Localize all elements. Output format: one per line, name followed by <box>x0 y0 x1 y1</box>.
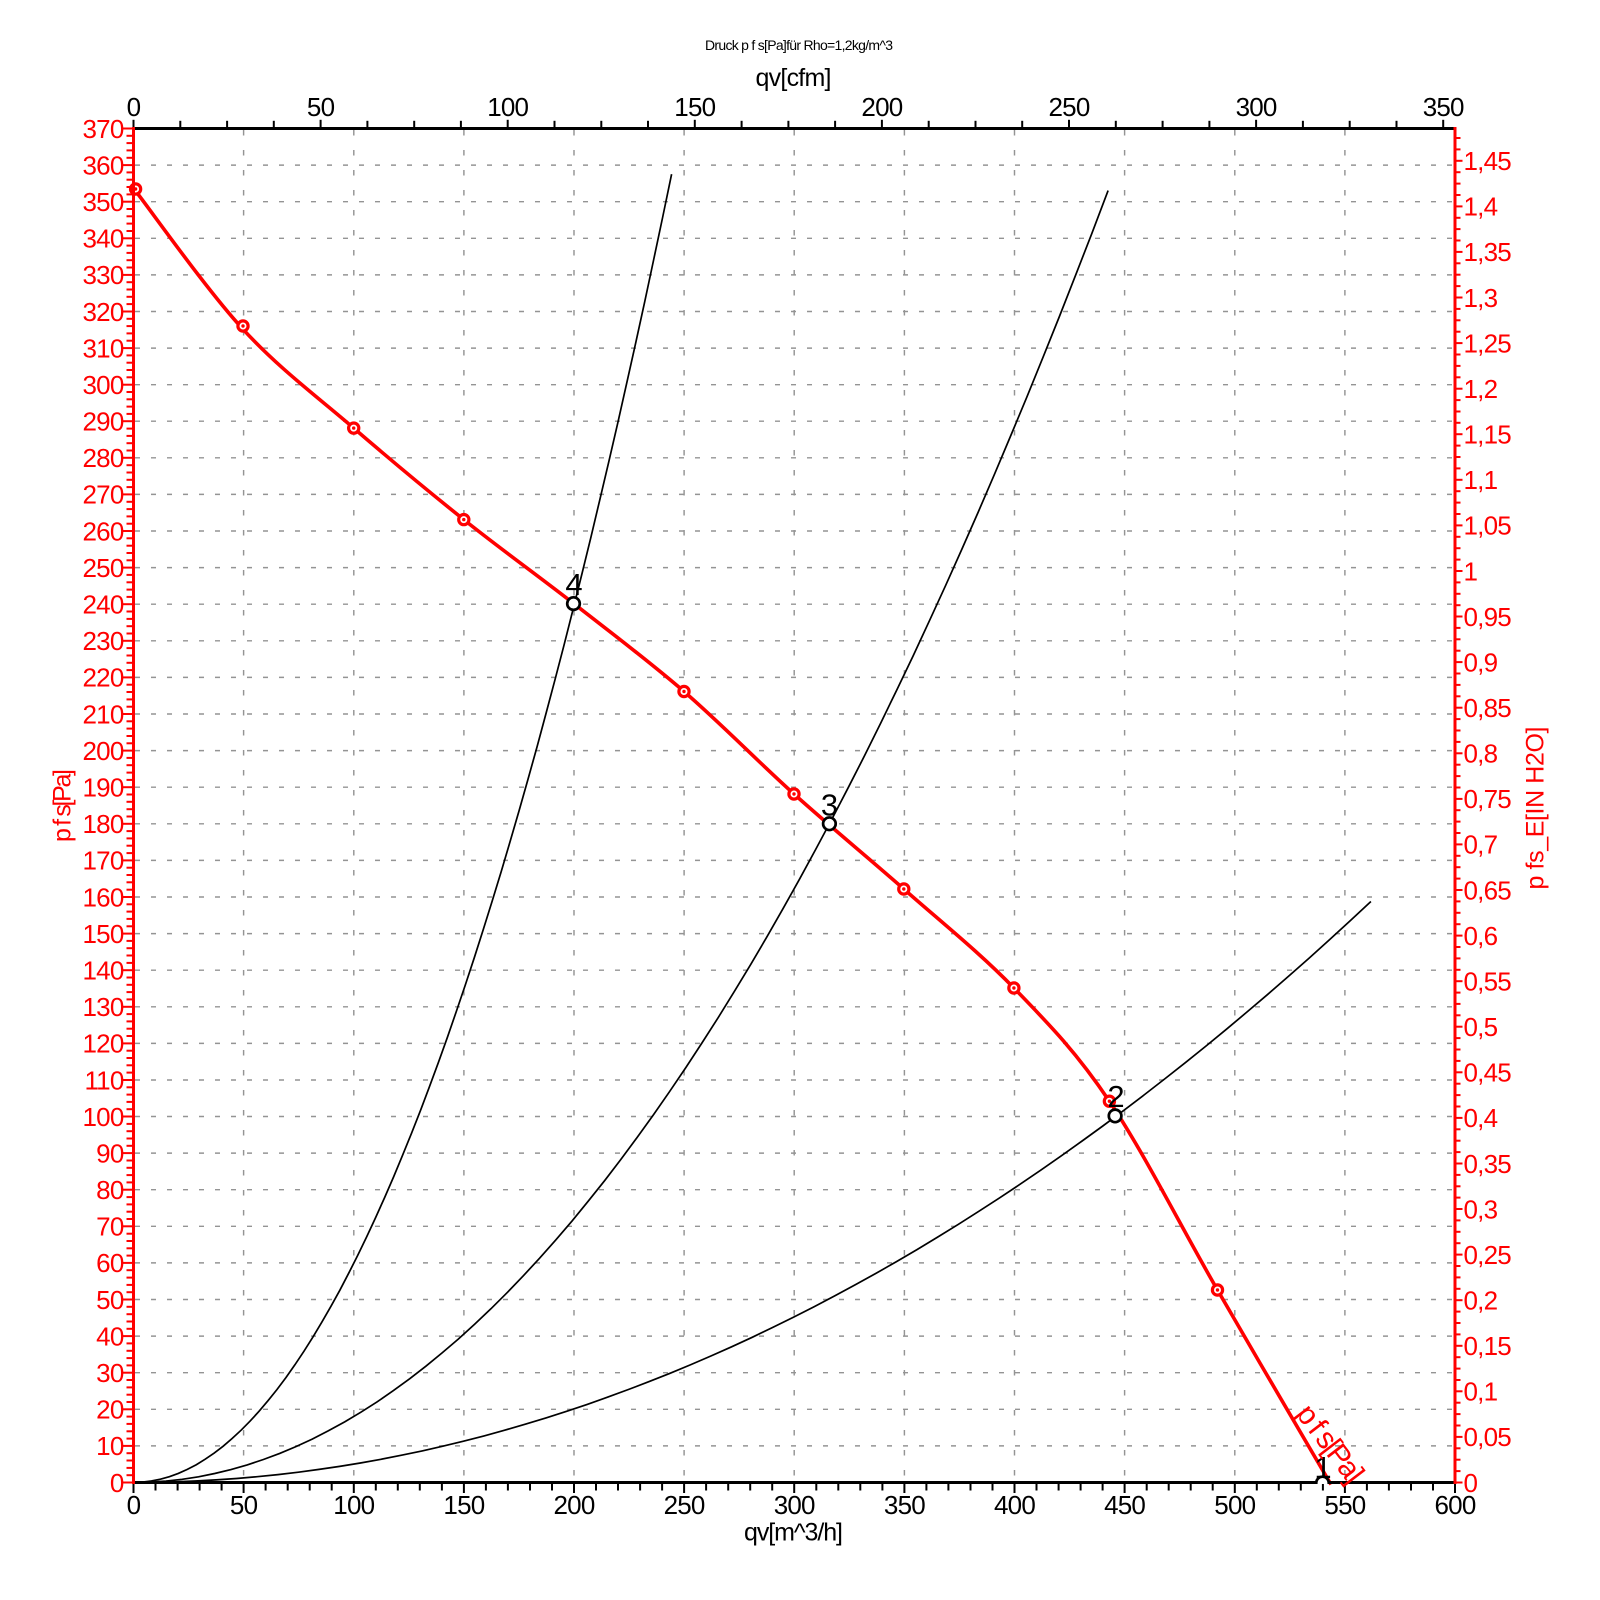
svg-text:300: 300 <box>774 1490 815 1520</box>
svg-text:50: 50 <box>230 1490 258 1520</box>
svg-text:60: 60 <box>96 1248 124 1278</box>
svg-text:0,85: 0,85 <box>1464 693 1512 723</box>
svg-text:250: 250 <box>664 1490 705 1520</box>
svg-text:p f s[Pa]: p f s[Pa] <box>49 769 77 842</box>
svg-text:350: 350 <box>884 1490 925 1520</box>
svg-text:1,15: 1,15 <box>1464 420 1512 450</box>
svg-text:300: 300 <box>1236 92 1277 122</box>
svg-text:1,35: 1,35 <box>1464 237 1512 267</box>
svg-text:280: 280 <box>83 443 124 473</box>
svg-text:40: 40 <box>96 1321 124 1351</box>
svg-text:0,55: 0,55 <box>1464 967 1512 997</box>
svg-text:600: 600 <box>1435 1490 1476 1520</box>
svg-text:0: 0 <box>1464 1468 1478 1498</box>
svg-text:0,7: 0,7 <box>1464 830 1498 860</box>
svg-text:150: 150 <box>443 1490 484 1520</box>
svg-text:100: 100 <box>83 1102 124 1132</box>
svg-text:0,5: 0,5 <box>1464 1012 1498 1042</box>
svg-text:1,3: 1,3 <box>1464 283 1498 313</box>
svg-text:500: 500 <box>1214 1490 1255 1520</box>
svg-text:160: 160 <box>83 882 124 912</box>
svg-text:80: 80 <box>96 1175 124 1205</box>
svg-text:1,45: 1,45 <box>1464 146 1512 176</box>
svg-text:70: 70 <box>96 1212 124 1242</box>
svg-text:2: 2 <box>1107 1079 1124 1114</box>
svg-text:0,95: 0,95 <box>1464 602 1512 632</box>
svg-text:3: 3 <box>821 788 838 823</box>
svg-text:qv[m^3/h]: qv[m^3/h] <box>744 1519 843 1547</box>
svg-text:340: 340 <box>83 224 124 254</box>
svg-text:100: 100 <box>487 92 528 122</box>
svg-text:550: 550 <box>1324 1490 1365 1520</box>
svg-text:310: 310 <box>83 333 124 363</box>
svg-text:130: 130 <box>83 992 124 1022</box>
svg-text:400: 400 <box>994 1490 1035 1520</box>
svg-text:50: 50 <box>96 1285 124 1315</box>
svg-text:0,75: 0,75 <box>1464 784 1512 814</box>
svg-text:0,35: 0,35 <box>1464 1149 1512 1179</box>
svg-text:140: 140 <box>83 956 124 986</box>
svg-text:200: 200 <box>554 1490 595 1520</box>
svg-text:1,25: 1,25 <box>1464 328 1512 358</box>
svg-text:30: 30 <box>96 1358 124 1388</box>
svg-text:Druck p f s[Pa]für Rho=1,2kg/m: Druck p f s[Pa]für Rho=1,2kg/m^3 <box>705 37 893 53</box>
svg-text:0,65: 0,65 <box>1464 875 1512 905</box>
svg-text:1,1: 1,1 <box>1464 465 1498 495</box>
svg-text:1: 1 <box>1314 1450 1331 1485</box>
svg-text:1,2: 1,2 <box>1464 374 1498 404</box>
svg-text:150: 150 <box>83 919 124 949</box>
svg-text:10: 10 <box>96 1431 124 1461</box>
svg-text:0,1: 0,1 <box>1464 1377 1498 1407</box>
svg-text:210: 210 <box>83 699 124 729</box>
svg-text:250: 250 <box>1049 92 1090 122</box>
svg-text:320: 320 <box>83 297 124 327</box>
svg-text:0,15: 0,15 <box>1464 1331 1512 1361</box>
svg-text:450: 450 <box>1104 1490 1145 1520</box>
svg-text:90: 90 <box>96 1138 124 1168</box>
svg-text:300: 300 <box>83 370 124 400</box>
svg-text:0,9: 0,9 <box>1464 647 1498 677</box>
svg-text:0,25: 0,25 <box>1464 1240 1512 1270</box>
svg-text:290: 290 <box>83 407 124 437</box>
svg-text:350: 350 <box>83 187 124 217</box>
svg-text:20: 20 <box>96 1395 124 1425</box>
svg-text:50: 50 <box>307 92 335 122</box>
svg-text:200: 200 <box>83 736 124 766</box>
svg-text:0,2: 0,2 <box>1464 1286 1498 1316</box>
svg-text:1,05: 1,05 <box>1464 511 1512 541</box>
svg-text:240: 240 <box>83 590 124 620</box>
svg-text:0: 0 <box>127 1490 141 1520</box>
svg-text:0,4: 0,4 <box>1464 1103 1498 1133</box>
svg-text:0: 0 <box>110 1468 124 1498</box>
svg-text:qv[cfm]: qv[cfm] <box>756 64 832 92</box>
svg-text:1,4: 1,4 <box>1464 192 1498 222</box>
svg-text:370: 370 <box>83 114 124 144</box>
svg-text:0,8: 0,8 <box>1464 739 1498 769</box>
svg-text:100: 100 <box>333 1490 374 1520</box>
svg-text:0,05: 0,05 <box>1464 1422 1512 1452</box>
svg-text:0,45: 0,45 <box>1464 1058 1512 1088</box>
svg-text:200: 200 <box>861 92 902 122</box>
svg-text:190: 190 <box>83 773 124 803</box>
svg-text:4: 4 <box>565 567 582 602</box>
svg-text:120: 120 <box>83 1029 124 1059</box>
svg-text:1: 1 <box>1464 556 1478 586</box>
svg-text:330: 330 <box>83 260 124 290</box>
svg-text:110: 110 <box>84 1065 123 1095</box>
svg-text:360: 360 <box>83 150 124 180</box>
svg-text:170: 170 <box>83 846 124 876</box>
svg-text:0,6: 0,6 <box>1464 921 1498 951</box>
svg-text:260: 260 <box>83 516 124 546</box>
svg-text:p fs_E[IN H2O]: p fs_E[IN H2O] <box>1522 727 1550 890</box>
svg-text:180: 180 <box>83 809 124 839</box>
svg-text:0: 0 <box>127 92 141 122</box>
svg-text:230: 230 <box>83 626 124 656</box>
svg-text:350: 350 <box>1423 92 1464 122</box>
svg-text:270: 270 <box>83 480 124 510</box>
svg-text:250: 250 <box>83 553 124 583</box>
svg-text:0,3: 0,3 <box>1464 1194 1498 1224</box>
svg-text:150: 150 <box>674 92 715 122</box>
svg-text:220: 220 <box>83 663 124 693</box>
